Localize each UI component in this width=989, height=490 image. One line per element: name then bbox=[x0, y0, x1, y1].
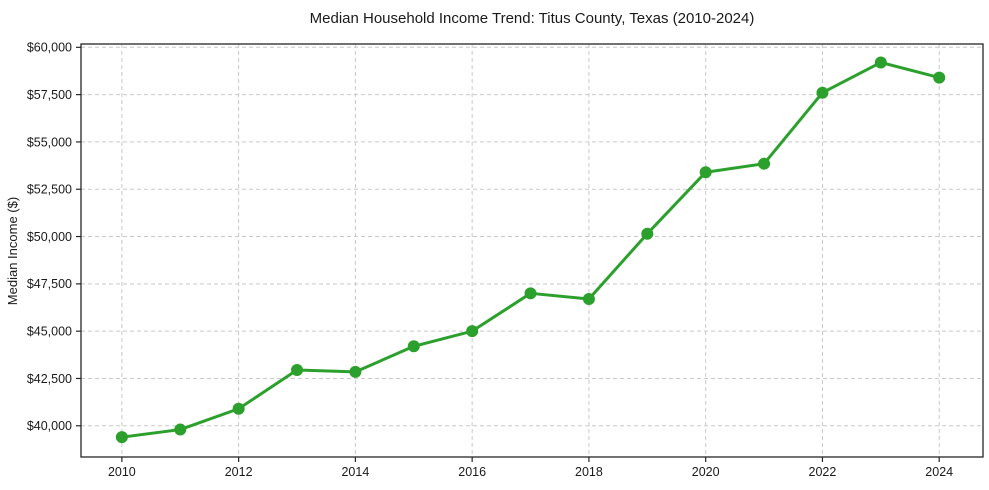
data-point bbox=[115, 431, 128, 444]
x-tick-label: 2020 bbox=[692, 465, 720, 479]
data-point bbox=[349, 365, 362, 378]
data-point bbox=[291, 363, 304, 376]
x-tick-label: 2016 bbox=[458, 465, 486, 479]
y-tick-label: $47,500 bbox=[27, 277, 72, 291]
data-point bbox=[933, 71, 946, 84]
data-point bbox=[232, 402, 245, 415]
y-axis-label: Median Income ($) bbox=[5, 197, 20, 305]
data-point bbox=[699, 166, 712, 179]
x-tick-label: 2018 bbox=[575, 465, 603, 479]
y-tick-label: $60,000 bbox=[27, 41, 72, 55]
axis-layer: $40,000 $42,500 $45,000 $47,500 $50,000 $52,5… bbox=[27, 41, 984, 479]
data-layer bbox=[115, 56, 946, 444]
x-tick-label: 2010 bbox=[108, 465, 136, 479]
plot-border bbox=[80, 43, 984, 458]
data-point bbox=[466, 325, 479, 338]
y-tick-label: $55,000 bbox=[27, 135, 72, 149]
y-tick-label: $42,500 bbox=[27, 372, 72, 386]
data-point bbox=[174, 423, 187, 436]
y-tick-label: $45,000 bbox=[27, 325, 72, 339]
x-tick-label: 2022 bbox=[809, 465, 837, 479]
data-line bbox=[121, 60, 940, 439]
data-point bbox=[407, 340, 420, 353]
chart-title: Median Household Income Trend: Titus Cou… bbox=[310, 10, 755, 27]
x-tick-label: 2014 bbox=[341, 465, 369, 479]
data-point bbox=[582, 292, 595, 305]
y-tick-label: $57,500 bbox=[27, 88, 72, 102]
data-point bbox=[816, 86, 829, 99]
x-tick-label: 2012 bbox=[225, 465, 253, 479]
y-tick-label: $50,000 bbox=[27, 230, 72, 244]
grid-layer bbox=[81, 44, 983, 457]
data-point bbox=[758, 157, 771, 170]
data-point bbox=[641, 227, 654, 240]
y-tick-label: $52,500 bbox=[27, 183, 72, 197]
data-point bbox=[524, 287, 537, 300]
y-tick-label: $40,000 bbox=[27, 419, 72, 433]
x-tick-label: 2024 bbox=[925, 465, 953, 479]
data-point bbox=[874, 56, 887, 69]
